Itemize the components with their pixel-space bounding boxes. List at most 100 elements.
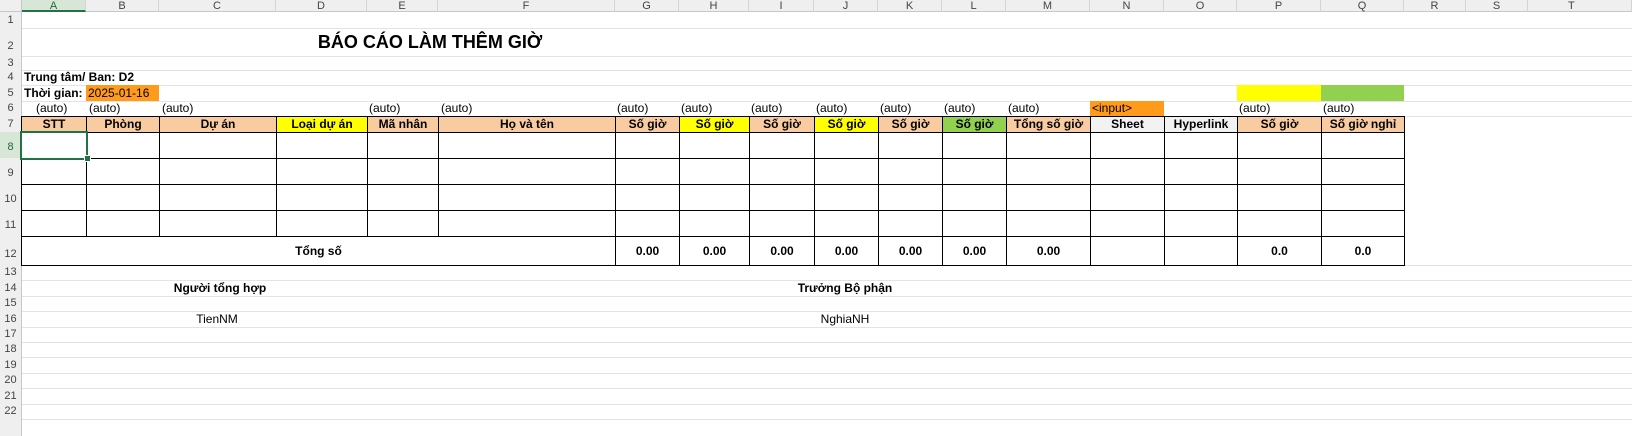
row-header-14[interactable]: 14: [4, 282, 17, 294]
column-header-a[interactable]: A: [22, 0, 86, 12]
data-cell[interactable]: [1237, 184, 1322, 211]
data-cell[interactable]: [1164, 210, 1238, 237]
row-header-13[interactable]: 13: [4, 266, 17, 278]
total-k[interactable]: 0.00: [878, 236, 943, 266]
column-header-o[interactable]: O: [1164, 0, 1237, 12]
data-cell[interactable]: [159, 132, 277, 159]
data-cell[interactable]: [21, 184, 87, 211]
data-cell[interactable]: [86, 132, 160, 159]
row-header-20[interactable]: 20: [4, 374, 17, 386]
data-cell[interactable]: [1006, 132, 1091, 159]
data-cell[interactable]: [942, 158, 1007, 185]
data-cell[interactable]: [749, 132, 815, 159]
data-cell[interactable]: [1321, 158, 1405, 185]
column-header-r[interactable]: R: [1404, 0, 1466, 12]
data-cell[interactable]: [1237, 158, 1322, 185]
data-cell[interactable]: [438, 132, 616, 159]
data-cell[interactable]: [1006, 210, 1091, 237]
column-header-p[interactable]: P: [1237, 0, 1321, 12]
data-cell[interactable]: [1321, 132, 1405, 159]
column-header-t[interactable]: T: [1528, 0, 1632, 12]
data-cell[interactable]: [749, 210, 815, 237]
data-cell[interactable]: [1164, 132, 1238, 159]
column-header-f[interactable]: F: [438, 0, 615, 12]
column-header-s[interactable]: S: [1466, 0, 1528, 12]
data-cell[interactable]: [749, 158, 815, 185]
column-header-b[interactable]: B: [86, 0, 159, 12]
column-header-j[interactable]: J: [814, 0, 878, 12]
data-cell[interactable]: [615, 184, 680, 211]
column-header-e[interactable]: E: [367, 0, 438, 12]
row-header-7[interactable]: 7: [7, 118, 14, 130]
data-cell[interactable]: [679, 184, 750, 211]
data-cell[interactable]: [276, 184, 368, 211]
total-i[interactable]: 0.00: [749, 236, 815, 266]
column-header-n[interactable]: N: [1090, 0, 1164, 12]
data-cell[interactable]: [1090, 184, 1165, 211]
total-l[interactable]: 0.00: [942, 236, 1007, 266]
data-cell[interactable]: [1090, 158, 1165, 185]
column-header-k[interactable]: K: [878, 0, 942, 12]
data-cell[interactable]: [749, 184, 815, 211]
data-cell[interactable]: [1090, 132, 1165, 159]
data-cell[interactable]: [679, 158, 750, 185]
data-cell[interactable]: [367, 184, 439, 211]
data-cell[interactable]: [615, 210, 680, 237]
data-cell[interactable]: [814, 158, 879, 185]
select-all-corner[interactable]: [0, 0, 22, 12]
row-header-2[interactable]: 2: [7, 40, 14, 52]
data-cell[interactable]: [438, 184, 616, 211]
data-cell[interactable]: [1321, 210, 1405, 237]
column-header-g[interactable]: G: [615, 0, 679, 12]
data-cell[interactable]: [878, 132, 943, 159]
row-header-3[interactable]: 3: [7, 57, 14, 69]
data-cell[interactable]: [1237, 132, 1322, 159]
data-cell[interactable]: [159, 184, 277, 211]
total-h[interactable]: 0.00: [679, 236, 750, 266]
data-cell[interactable]: [159, 158, 277, 185]
data-cell[interactable]: [1164, 184, 1238, 211]
data-cell[interactable]: [1321, 184, 1405, 211]
row-header-10[interactable]: 10: [4, 193, 17, 205]
data-cell[interactable]: [86, 184, 160, 211]
data-cell[interactable]: [1006, 158, 1091, 185]
total-o[interactable]: [1164, 236, 1238, 266]
data-cell[interactable]: [878, 210, 943, 237]
row-header-11[interactable]: 11: [4, 219, 17, 231]
column-header-i[interactable]: I: [749, 0, 814, 12]
data-cell[interactable]: [1006, 184, 1091, 211]
data-cell[interactable]: [159, 210, 277, 237]
total-j[interactable]: 0.00: [814, 236, 879, 266]
data-cell[interactable]: [86, 210, 160, 237]
data-cell[interactable]: [1164, 158, 1238, 185]
data-cell[interactable]: [86, 158, 160, 185]
column-header-m[interactable]: M: [1006, 0, 1090, 12]
column-header-l[interactable]: L: [942, 0, 1006, 12]
column-header-d[interactable]: D: [276, 0, 367, 12]
column-header-q[interactable]: Q: [1321, 0, 1404, 12]
row-header-6[interactable]: 6: [7, 102, 14, 114]
data-cell[interactable]: [814, 132, 879, 159]
data-cell[interactable]: [942, 184, 1007, 211]
data-cell[interactable]: [1090, 210, 1165, 237]
data-cell[interactable]: [942, 132, 1007, 159]
row-header-16[interactable]: 16: [4, 313, 17, 325]
time-value-cell[interactable]: 2025-01-16: [86, 85, 159, 101]
data-cell[interactable]: [878, 184, 943, 211]
row-header-12[interactable]: 12: [4, 248, 17, 260]
row-header-5[interactable]: 5: [7, 87, 14, 99]
data-cell[interactable]: [438, 158, 616, 185]
row-header-21[interactable]: 21: [4, 390, 17, 402]
data-cell[interactable]: [615, 158, 680, 185]
column-header-h[interactable]: H: [679, 0, 749, 12]
data-cell[interactable]: [367, 132, 439, 159]
column-header-c[interactable]: C: [159, 0, 276, 12]
data-cell[interactable]: [679, 132, 750, 159]
active-cell-selection[interactable]: [20, 131, 88, 160]
fill-handle[interactable]: [84, 155, 91, 162]
data-cell[interactable]: [878, 158, 943, 185]
data-cell[interactable]: [438, 210, 616, 237]
row-header-1[interactable]: 1: [7, 14, 14, 26]
total-q[interactable]: 0.0: [1321, 236, 1405, 266]
total-n[interactable]: [1090, 236, 1165, 266]
